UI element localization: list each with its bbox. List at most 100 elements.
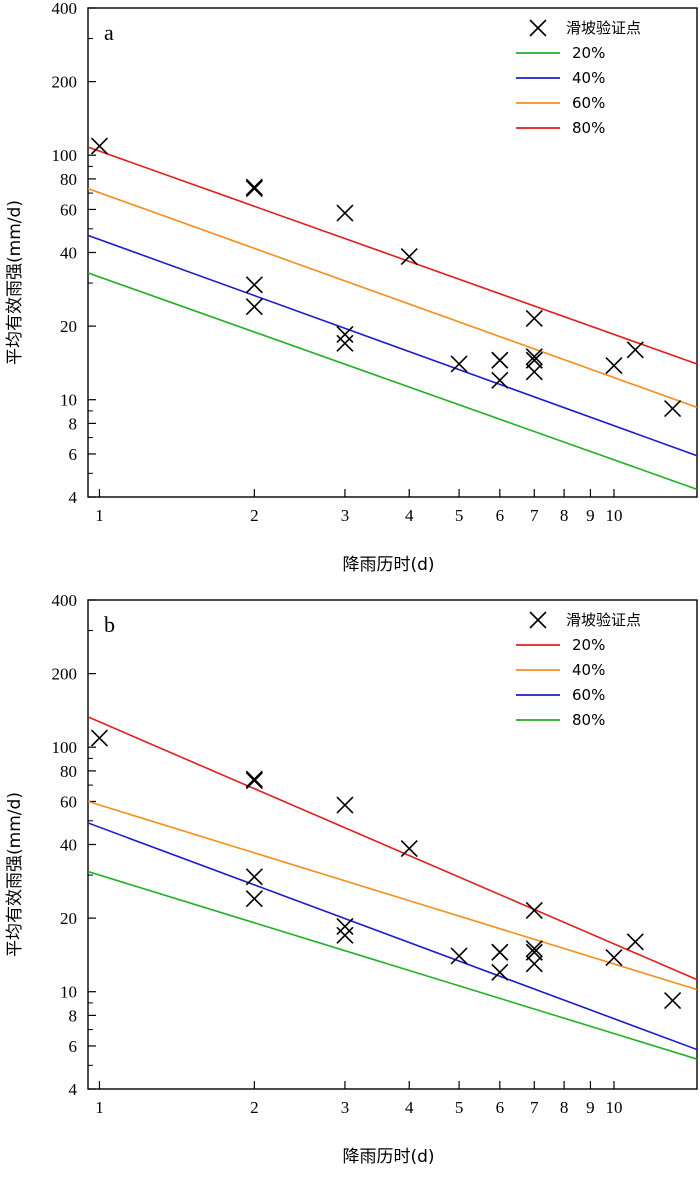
data-point <box>336 917 354 935</box>
data-point <box>525 901 543 919</box>
x-tick-label: 8 <box>560 1098 569 1117</box>
data-point <box>400 247 418 266</box>
y-tick-label: 200 <box>52 665 78 684</box>
series-line-40pct <box>88 800 697 991</box>
y-tick-label: 200 <box>52 73 78 92</box>
legend-label: 60% <box>572 94 605 112</box>
series-line-80pct <box>88 146 697 365</box>
x-tick-label: 4 <box>405 1098 414 1117</box>
x-tick-label: 4 <box>405 506 414 525</box>
legend-label: 60% <box>572 686 605 704</box>
series-line-20pct <box>88 272 697 491</box>
y-tick-label: 20 <box>60 909 77 928</box>
x-tick-label: 3 <box>341 506 350 525</box>
data-point <box>491 943 509 961</box>
legend-marker <box>529 611 547 629</box>
data-point <box>245 890 263 908</box>
data-point <box>336 325 354 343</box>
x-tick-label: 8 <box>560 506 569 525</box>
x-tick-label: 9 <box>586 506 595 525</box>
y-tick-label: 40 <box>60 244 77 263</box>
y-tick-label: 100 <box>52 738 78 757</box>
y-tick-label: 60 <box>60 200 77 219</box>
x-axis-title: 降雨历时(d) <box>342 555 434 575</box>
legend: 滑坡验证点 20% 40% 60% 80% <box>516 19 641 137</box>
data-point <box>245 276 263 294</box>
data-point <box>626 933 644 951</box>
x-tick-label: 5 <box>455 1098 464 1117</box>
data-point <box>525 943 543 961</box>
data-point <box>664 991 682 1010</box>
data-point <box>605 356 623 375</box>
legend: 滑坡验证点 20% 40% 60% 80% <box>516 611 641 729</box>
x-tick-label: 2 <box>250 1098 259 1117</box>
panel-label: a <box>104 20 114 45</box>
data-point <box>245 298 263 316</box>
y-tick-label: 20 <box>60 317 77 336</box>
data-point <box>245 772 263 790</box>
x-tick-label: 10 <box>605 1098 622 1117</box>
x-tick-label: 7 <box>530 506 539 525</box>
series-line-80pct <box>88 870 697 1060</box>
data-point <box>336 796 354 814</box>
data-point <box>245 178 263 196</box>
y-axis-title: 平均有效雨强(mm/d) <box>5 792 25 957</box>
series-line-40pct <box>88 234 697 457</box>
series-line-60pct <box>88 822 697 1051</box>
data-point <box>90 729 109 747</box>
x-tick-label: 1 <box>95 506 104 525</box>
x-tick-label: 6 <box>496 506 505 525</box>
y-tick-label: 6 <box>69 1037 78 1056</box>
data-point <box>245 180 263 198</box>
legend-marker <box>529 19 547 37</box>
panel-label: b <box>104 612 115 637</box>
data-point <box>450 947 468 965</box>
series-line-60pct <box>88 187 697 409</box>
data-point <box>664 399 682 418</box>
y-tick-label: 4 <box>69 488 78 507</box>
series-group <box>88 716 697 1060</box>
data-point <box>450 355 468 373</box>
series-group <box>88 146 697 491</box>
legend-label: 80% <box>572 711 605 729</box>
legend-label: 滑坡验证点 <box>566 611 641 629</box>
data-point <box>525 309 543 327</box>
chart-b: 4 6 8 10 20 40 60 80 100 200 400 1 2 3 4 5 6 7 8 9 10 降雨历时(d)… <box>0 592 700 1184</box>
data-point <box>90 137 109 155</box>
data-point <box>336 926 354 944</box>
data-point <box>525 940 543 958</box>
data-point <box>491 351 509 369</box>
data-point <box>336 334 354 352</box>
y-axis-title: 平均有效雨强(mm/d) <box>5 200 25 365</box>
y-tick-label: 8 <box>69 414 78 433</box>
data-point <box>525 348 543 366</box>
data-point <box>400 839 418 858</box>
y-tick-label: 40 <box>60 836 77 855</box>
data-point <box>491 371 509 389</box>
data-point <box>245 770 263 788</box>
chart-a: 4 6 8 10 20 40 60 80 100 200 400 1 2 3 4 5 6 7 8 9 10 降雨历时(d)… <box>5 0 698 575</box>
y-tick-label: 6 <box>69 445 78 464</box>
x-tick-label: 5 <box>455 506 464 525</box>
y-tick-label: 80 <box>60 762 77 781</box>
data-point <box>525 351 543 369</box>
legend-label: 滑坡验证点 <box>566 19 641 37</box>
legend-label: 80% <box>572 119 605 137</box>
legend-label: 20% <box>572 44 605 62</box>
x-tick-label: 3 <box>341 1098 350 1117</box>
y-tick-label: 60 <box>60 792 77 811</box>
data-point <box>491 963 509 981</box>
data-point <box>626 341 644 359</box>
legend-label: 40% <box>572 69 605 87</box>
data-point <box>245 868 263 886</box>
y-tick-label: 400 <box>52 592 78 610</box>
y-tick-label: 80 <box>60 170 77 189</box>
plot-frame <box>87 7 698 498</box>
x-tick-label: 10 <box>605 506 622 525</box>
x-tick-label: 1 <box>95 1098 104 1117</box>
x-tick-label: 7 <box>530 1098 539 1117</box>
x-axis-title: 降雨历时(d) <box>342 1147 434 1167</box>
y-tick-label: 10 <box>60 391 77 410</box>
legend-label: 40% <box>572 661 605 679</box>
